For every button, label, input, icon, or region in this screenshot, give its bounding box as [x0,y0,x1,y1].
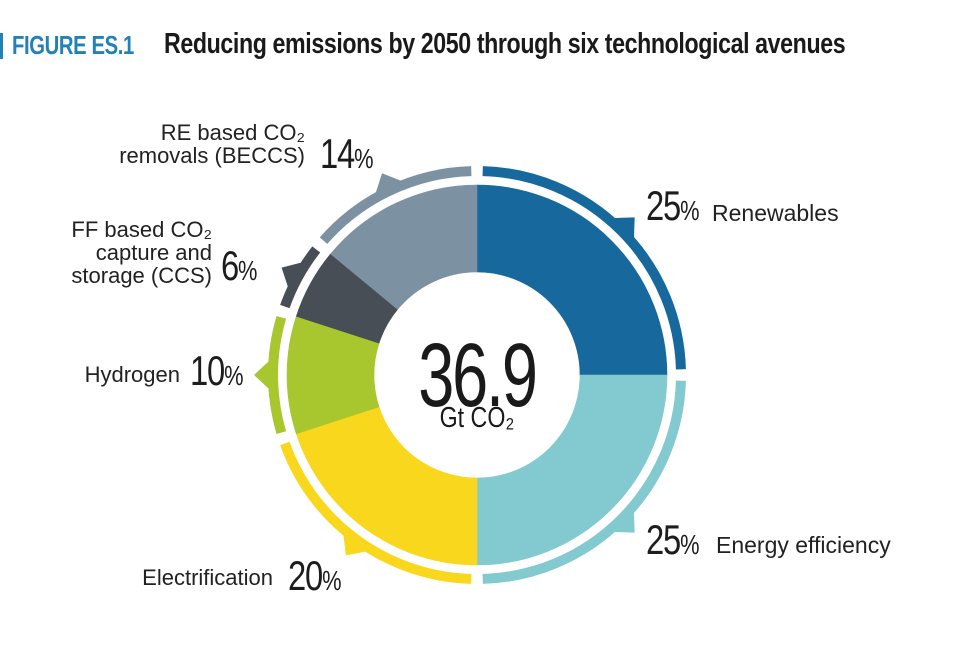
ccs-pct: 6% [221,242,258,289]
pointer-hydrogen [254,356,274,394]
pointer-beccs [373,173,408,200]
outer-ring-hydrogen [268,315,287,435]
pointer-renewables [607,217,635,245]
page-edge-accent [0,33,3,59]
ccs-label-line1: FF based CO₂ [71,217,212,242]
pointer-ccs [281,260,308,294]
donut-chart [254,166,686,584]
ccs-label-line2: capture and [95,240,212,265]
energy-efficiency-pct: 25% [646,516,700,563]
chart-center-value: 36.9 [418,326,538,426]
beccs-pct: 14% [320,130,374,177]
ccs-label-line3: storage (CCS) [71,263,212,288]
pointer-electrification [342,528,373,556]
chart-center-unit: Gt CO₂ [439,402,515,434]
donut-segment-energy-efficiency [476,374,668,566]
beccs-label: RE based CO₂ removals (BECCS) [119,121,305,167]
donut-segment-renewables [476,184,668,376]
renewables-label: Renewables [712,200,839,226]
figure-number-label: FIGURE ES.1 [12,30,134,60]
figure-title: Reducing emissions by 2050 through six t… [164,28,846,60]
electrification-label: Electrification [142,565,273,590]
hydrogen-pct: 10% [190,347,244,394]
hydrogen-label: Hydrogen [84,362,180,387]
donut-segment-beccs [330,184,478,310]
pointer-energy-efficiency [607,505,635,533]
beccs-label-line1: RE based CO₂ [160,120,305,145]
beccs-label-line2: removals (BECCS) [119,143,305,168]
ccs-label: FF based CO₂ capture and storage (CCS) [71,218,212,287]
renewables-pct: 25% [646,182,700,229]
electrification-pct: 20% [288,552,342,599]
energy-efficiency-label: Energy efficiency [716,532,891,558]
donut-segment-electrification [295,406,478,566]
